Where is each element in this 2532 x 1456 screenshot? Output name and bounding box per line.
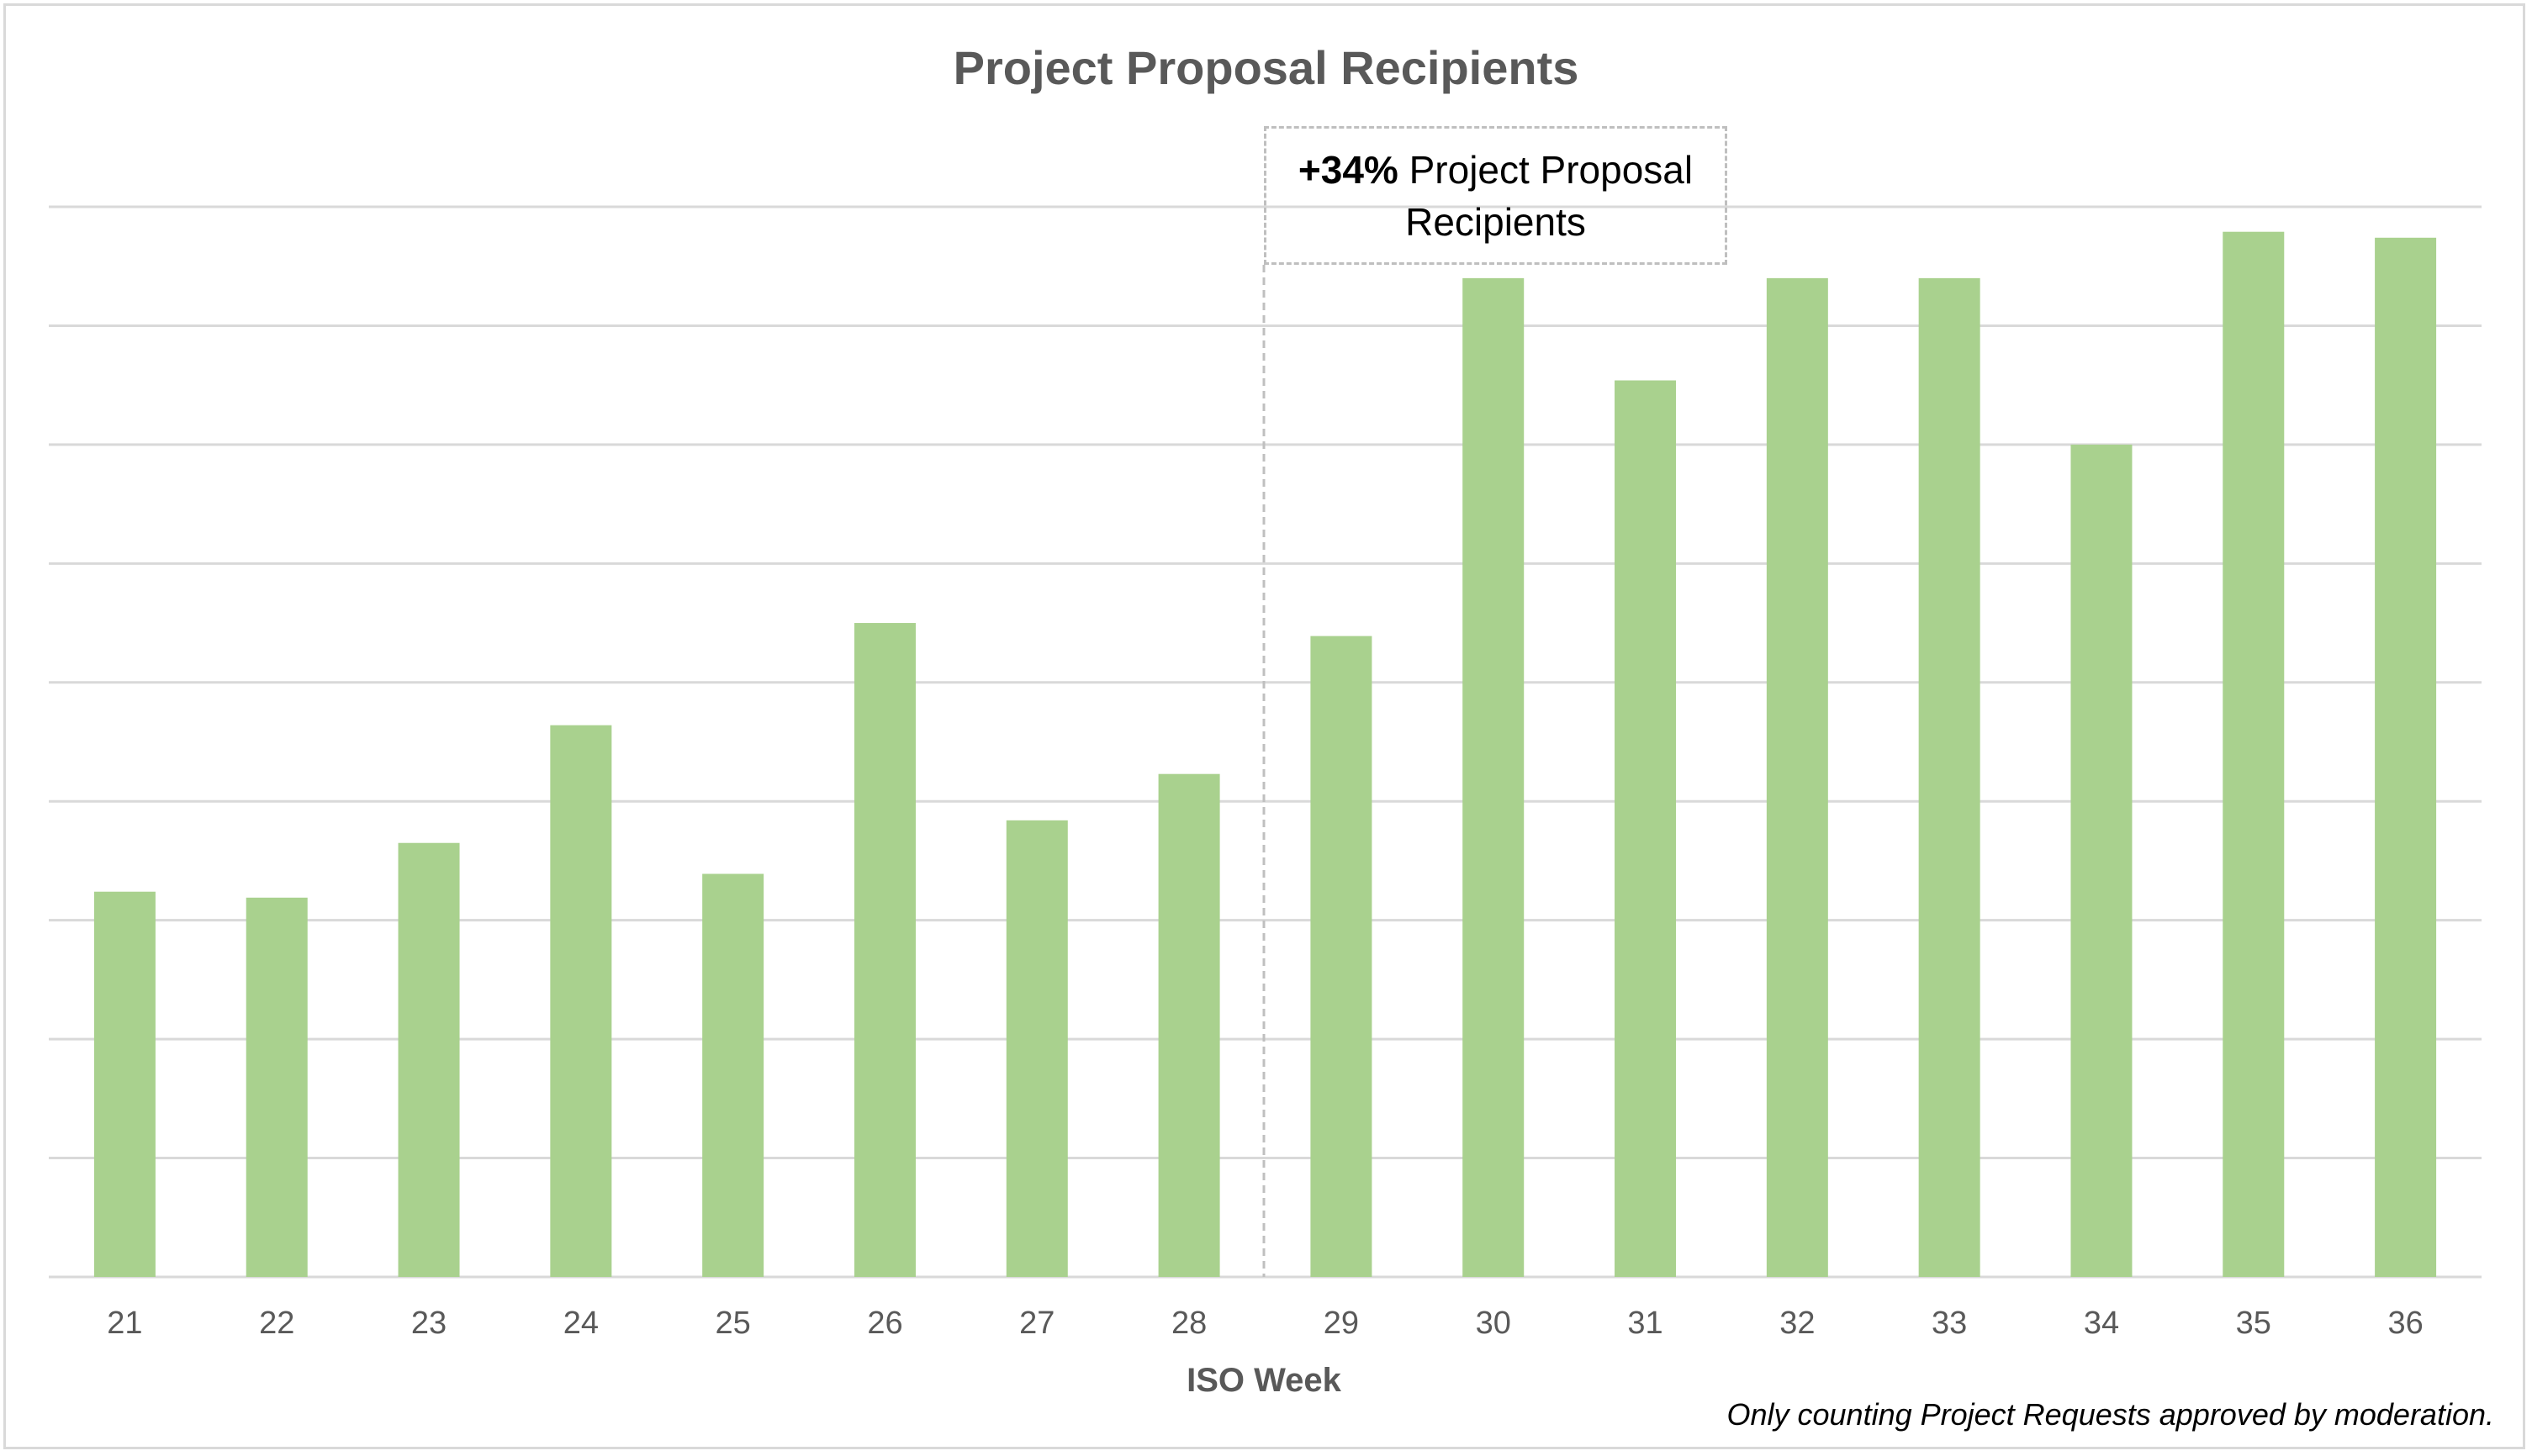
bar-week-30 <box>1462 277 1525 1277</box>
x-tick-label: 28 <box>1171 1306 1207 1341</box>
x-tick-label: 31 <box>1627 1306 1662 1341</box>
annotation-text: Project Proposal Recipients <box>1405 148 1694 244</box>
x-tick-label: 24 <box>563 1306 599 1341</box>
x-tick-label: 22 <box>259 1306 294 1341</box>
x-tick-label: 21 <box>107 1306 142 1341</box>
bar-week-34 <box>2070 444 2133 1277</box>
bar-week-25 <box>702 873 764 1277</box>
x-tick-label: 32 <box>1779 1306 1815 1341</box>
bar-week-22 <box>246 897 308 1277</box>
x-tick-label: 36 <box>2387 1306 2423 1341</box>
bar-week-33 <box>1918 277 1980 1277</box>
bar-week-28 <box>1158 773 1220 1277</box>
x-tick-label: 35 <box>2236 1306 2271 1341</box>
x-tick-label: 25 <box>716 1306 751 1341</box>
chart-border <box>3 3 2525 1449</box>
bar-week-35 <box>2223 231 2285 1277</box>
bar-week-26 <box>854 623 916 1277</box>
bar-week-32 <box>1766 277 1828 1277</box>
annotation-percent: +34% <box>1298 148 1398 192</box>
x-tick-label: 34 <box>2084 1306 2119 1341</box>
x-tick-label: 27 <box>1019 1306 1055 1341</box>
footnote: Only counting Project Requests approved … <box>1726 1397 2494 1432</box>
bars <box>93 231 2437 1278</box>
annotation-box: +34% Project Proposal Recipients <box>1264 126 1727 265</box>
x-axis-label: ISO Week <box>1187 1362 1342 1399</box>
bar-week-27 <box>1006 820 1068 1277</box>
bar-week-23 <box>398 842 460 1277</box>
x-tick-label: 30 <box>1476 1306 1511 1341</box>
chart-title: Project Proposal Recipients <box>953 41 1579 94</box>
x-tick-labels: 21 22 23 24 25 26 27 28 29 30 31 32 33 34 35 36 <box>107 1306 2423 1341</box>
bar-week-36 <box>2375 237 2437 1278</box>
bar-week-31 <box>1615 380 1677 1277</box>
x-tick-label: 23 <box>411 1306 447 1341</box>
x-tick-label: 33 <box>1932 1306 1967 1341</box>
bar-week-24 <box>550 725 612 1277</box>
x-tick-label: 26 <box>867 1306 902 1341</box>
bar-week-29 <box>1310 636 1372 1277</box>
bar-week-21 <box>93 891 156 1277</box>
x-tick-label: 29 <box>1324 1306 1359 1341</box>
